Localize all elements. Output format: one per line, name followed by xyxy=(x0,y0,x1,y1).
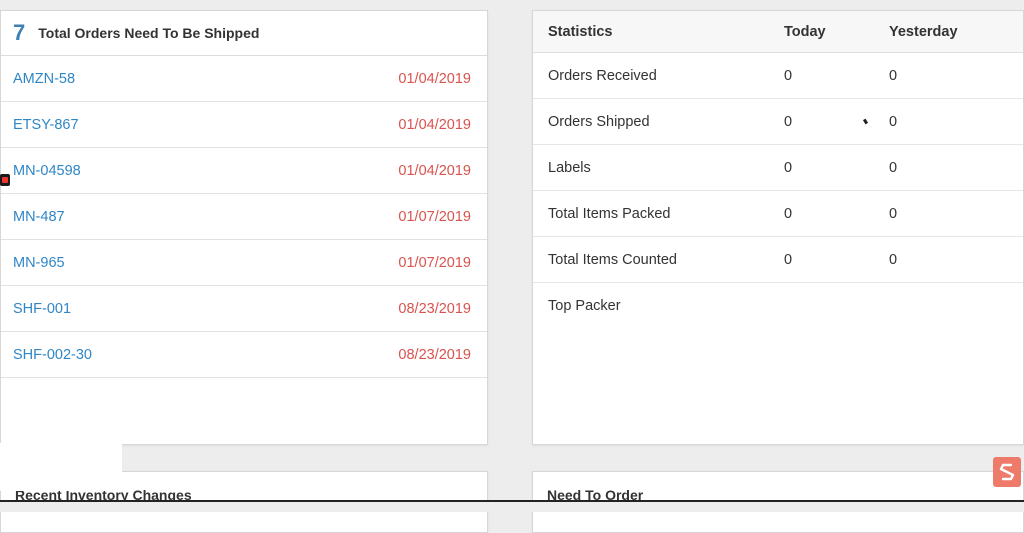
order-row: MN-965 01/07/2019 xyxy=(1,240,487,286)
order-link[interactable]: AMZN-58 xyxy=(13,70,76,87)
today-header: Today xyxy=(784,23,826,40)
stat-today: 0 xyxy=(784,159,793,176)
stat-label: Total Items Packed xyxy=(548,205,671,222)
stat-label: Orders Received xyxy=(548,67,657,84)
order-date: 01/07/2019 xyxy=(398,254,471,271)
white-overlay xyxy=(0,443,122,491)
order-row: AMZN-58 01/04/2019 xyxy=(1,56,487,102)
order-link[interactable]: ETSY-867 xyxy=(13,116,79,133)
need-to-order-title: Need To Order xyxy=(547,487,644,503)
recent-inventory-title: Recent Inventory Changes xyxy=(15,487,192,503)
order-row: MN-487 01/07/2019 xyxy=(1,194,487,240)
statistics-header-row: Statistics Today Yesterday xyxy=(533,11,1023,53)
order-row: ETSY-867 01/04/2019 xyxy=(1,102,487,148)
record-marker-icon xyxy=(0,174,10,186)
statistics-panel: Statistics Today Yesterday Orders Receiv… xyxy=(532,10,1024,445)
stat-today: 0 xyxy=(784,67,793,84)
brand-s-glyph-icon xyxy=(999,463,1015,481)
stat-today: 0 xyxy=(784,205,793,222)
order-row: MN-04598 01/04/2019 xyxy=(1,148,487,194)
order-date: 01/04/2019 xyxy=(398,162,471,179)
statistics-row: Labels 0 0 xyxy=(533,145,1023,191)
stat-label: Total Items Counted xyxy=(548,251,677,268)
order-link[interactable]: MN-04598 xyxy=(13,162,81,179)
stat-label: Top Packer xyxy=(548,298,621,314)
order-date: 08/23/2019 xyxy=(398,346,471,363)
stat-yesterday: 0 xyxy=(889,113,898,130)
statistics-row: Top Packer xyxy=(533,283,1023,329)
order-row: SHF-001 08/23/2019 xyxy=(1,286,487,332)
order-date: 01/04/2019 xyxy=(398,70,471,87)
order-link[interactable]: SHF-001 xyxy=(13,300,72,317)
statistics-row: Total Items Packed 0 0 xyxy=(533,191,1023,237)
statistics-row: Total Items Counted 0 0 xyxy=(533,237,1023,283)
order-row: SHF-002-30 08/23/2019 xyxy=(1,332,487,378)
order-link[interactable]: SHF-002-30 xyxy=(13,346,92,363)
statistics-header-label: Statistics xyxy=(548,23,613,40)
stat-yesterday: 0 xyxy=(889,205,898,222)
order-date: 01/04/2019 xyxy=(398,116,471,133)
bottom-strip xyxy=(0,502,1024,512)
order-date: 08/23/2019 xyxy=(398,300,471,317)
order-link[interactable]: MN-487 xyxy=(13,208,65,225)
stat-yesterday: 0 xyxy=(889,251,898,268)
brand-s-logo-icon[interactable] xyxy=(993,457,1021,487)
statistics-row: Orders Received 0 0 xyxy=(533,53,1023,99)
order-link[interactable]: MN-965 xyxy=(13,254,65,271)
stat-today: 0 xyxy=(784,251,793,268)
stat-yesterday: 0 xyxy=(889,67,898,84)
statistics-row: Orders Shipped 0 0 xyxy=(533,99,1023,145)
stat-yesterday: 0 xyxy=(889,159,898,176)
stat-today: 0 xyxy=(784,113,793,130)
bottom-divider xyxy=(0,500,1024,502)
yesterday-header: Yesterday xyxy=(889,23,958,40)
order-date: 01/07/2019 xyxy=(398,208,471,225)
orders-panel-title: Total Orders Need To Be Shipped xyxy=(38,25,260,41)
orders-to-ship-panel: 7 Total Orders Need To Be Shipped AMZN-5… xyxy=(0,10,488,445)
orders-panel-header: 7 Total Orders Need To Be Shipped xyxy=(1,11,487,56)
stat-label: Labels xyxy=(548,159,591,176)
orders-count: 7 xyxy=(13,20,26,45)
stat-label: Orders Shipped xyxy=(548,113,650,130)
